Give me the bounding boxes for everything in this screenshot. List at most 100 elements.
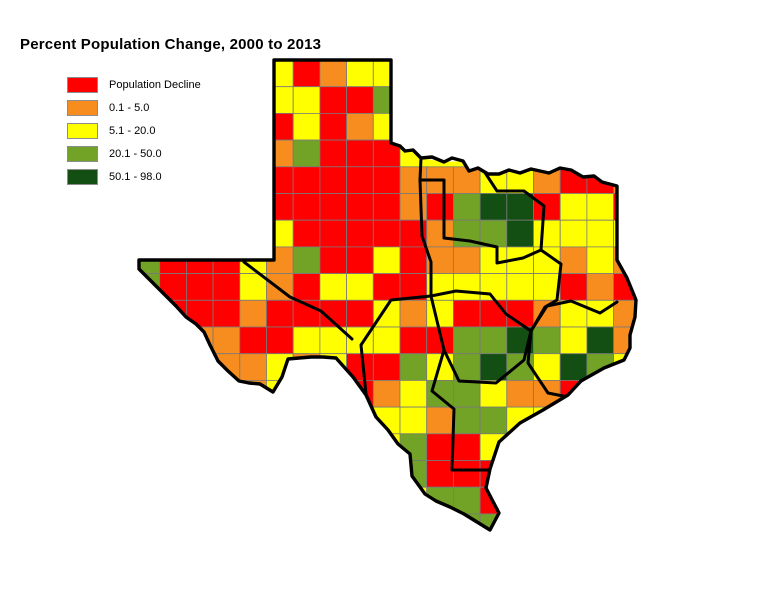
- county-cell: [372, 113, 401, 141]
- county-cell: [559, 353, 588, 381]
- county-cell: [319, 166, 347, 194]
- county-cell: [346, 246, 374, 274]
- legend-item: 0.1 - 5.0: [67, 100, 201, 116]
- county-cell: [346, 193, 374, 221]
- county-cell: [399, 353, 428, 381]
- county-cell: [559, 246, 588, 274]
- county-cell: [559, 326, 588, 355]
- county-cell: [292, 379, 321, 408]
- county-cell: [586, 379, 615, 408]
- state-outline: [137, 58, 638, 532]
- county-cell: [372, 166, 401, 194]
- county-cell: [266, 86, 294, 114]
- region-boundary: [418, 166, 546, 265]
- legend-item: 50.1 - 98.0: [67, 169, 201, 185]
- county-cell: [185, 353, 214, 381]
- county-cell: [613, 379, 636, 408]
- county-cell: [559, 379, 588, 408]
- county-cell: [319, 113, 347, 141]
- county-cell: [372, 219, 401, 248]
- county-cell: [452, 326, 481, 355]
- county-cell: [479, 299, 508, 328]
- legend-swatch: [67, 77, 98, 93]
- county-cell: [452, 193, 481, 221]
- county-cell: [559, 273, 588, 301]
- map-title: Percent Population Change, 2000 to 2013: [20, 36, 322, 53]
- county-cell: [372, 60, 401, 88]
- county-cell: [292, 166, 321, 194]
- county-cell: [586, 406, 615, 435]
- legend-label: 5.1 - 20.0: [109, 125, 156, 137]
- county-cell: [266, 139, 294, 168]
- county-cell: [185, 299, 214, 328]
- county-cell: [266, 219, 294, 248]
- legend-item: 5.1 - 20.0: [67, 123, 201, 139]
- county-cell: [452, 299, 481, 328]
- county-cell: [212, 273, 241, 301]
- region-boundary: [359, 294, 433, 396]
- county-cell: [239, 299, 267, 328]
- county-cell: [426, 193, 454, 221]
- county-cell: [586, 219, 615, 248]
- county-cell: [426, 219, 454, 248]
- county-cell: [479, 219, 508, 248]
- county-cell: [139, 326, 161, 355]
- region-boundary: [418, 156, 433, 298]
- county-cell: [452, 460, 481, 488]
- region-boundaries: [242, 156, 624, 472]
- county-cell: [479, 379, 508, 408]
- county-cell: [613, 326, 636, 355]
- county-cell: [212, 299, 241, 328]
- region-boundary: [429, 289, 533, 385]
- legend-label: Population Decline: [109, 79, 201, 91]
- county-cell: [479, 273, 508, 301]
- county-cell: [319, 86, 347, 114]
- county-cell: [292, 273, 321, 301]
- county-cell: [185, 379, 214, 408]
- legend-swatch: [67, 146, 98, 162]
- county-cell: [533, 193, 561, 221]
- county-cell: [266, 113, 294, 141]
- county-cell: [292, 193, 321, 221]
- county-cell: [586, 246, 615, 274]
- county-cell: [266, 193, 294, 221]
- county-cell: [426, 406, 454, 435]
- county-cell: [506, 379, 534, 408]
- county-cell: [319, 273, 347, 301]
- county-cell: [452, 406, 481, 435]
- county-cell: [346, 219, 374, 248]
- county-cell: [586, 326, 615, 355]
- county-cell: [346, 273, 374, 301]
- county-cell: [506, 433, 534, 461]
- region-boundary: [529, 299, 619, 333]
- county-cell: [533, 433, 561, 461]
- county-cell: [399, 379, 428, 408]
- county-cell: [319, 60, 347, 88]
- county-cell: [292, 219, 321, 248]
- county-cell: [346, 86, 374, 114]
- county-cell: [452, 273, 481, 301]
- county-cell: [426, 299, 454, 328]
- county-cell: [559, 193, 588, 221]
- legend-item: 20.1 - 50.0: [67, 146, 201, 162]
- county-cell: [346, 139, 374, 168]
- county-cell: [372, 326, 401, 355]
- county-cell: [292, 326, 321, 355]
- county-cell: [452, 433, 481, 461]
- county-cell: [346, 166, 374, 194]
- legend-swatch: [67, 169, 98, 185]
- county-cell: [159, 273, 187, 301]
- county-cell: [372, 273, 401, 301]
- county-cell: [399, 406, 428, 435]
- legend-item: Population Decline: [67, 77, 201, 93]
- county-cell: [452, 246, 481, 274]
- county-cell: [559, 406, 588, 435]
- county-cell: [479, 326, 508, 355]
- legend-label: 0.1 - 5.0: [109, 102, 150, 114]
- county-cell: [399, 326, 428, 355]
- county-cell: [533, 406, 561, 435]
- legend-label: 50.1 - 98.0: [109, 171, 162, 183]
- county-cell: [159, 326, 187, 355]
- county-cell: [292, 113, 321, 141]
- legend: Population Decline 0.1 - 5.0 5.1 - 20.0 20.…: [67, 77, 201, 192]
